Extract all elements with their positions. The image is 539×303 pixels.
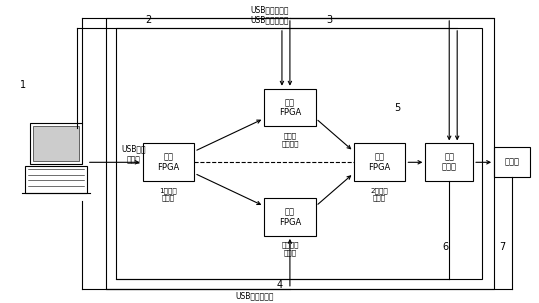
Text: 6: 6: [442, 242, 448, 252]
Text: 数模: 数模: [444, 153, 454, 162]
Text: FPGA: FPGA: [368, 163, 391, 172]
Bar: [142, 143, 195, 181]
Bar: [106, 18, 494, 289]
Bar: [354, 143, 405, 181]
Text: 第三: 第三: [285, 208, 295, 217]
Text: USB控制
下载线: USB控制 下载线: [121, 145, 146, 164]
Text: USB控制下载线: USB控制下载线: [251, 15, 289, 24]
Text: USB控制下载线: USB控制下载线: [251, 5, 289, 14]
Text: 转换器: 转换器: [442, 163, 457, 172]
Text: 示波器: 示波器: [505, 158, 520, 167]
Bar: [264, 198, 316, 236]
Text: 3: 3: [327, 15, 333, 25]
Text: 兴奋性
突触电流: 兴奋性 突触电流: [281, 132, 299, 147]
Text: 第二: 第二: [285, 98, 295, 107]
Bar: [25, 166, 87, 193]
Text: 第一: 第一: [163, 153, 174, 162]
Text: 5: 5: [395, 102, 400, 112]
Text: 1号电子
神经元: 1号电子 神经元: [160, 187, 177, 201]
Text: 4: 4: [277, 280, 283, 290]
Bar: [30, 123, 82, 164]
Text: 1: 1: [20, 80, 26, 90]
Bar: [33, 126, 79, 161]
Text: FPGA: FPGA: [279, 108, 301, 117]
Text: 7: 7: [499, 242, 505, 252]
Text: 2号电子
神经元: 2号电子 神经元: [371, 187, 389, 201]
Text: FPGA: FPGA: [157, 163, 179, 172]
Bar: [425, 143, 473, 181]
Bar: [264, 88, 316, 126]
Text: 抑制性突
触电流: 抑制性突 触电流: [281, 242, 299, 256]
Text: 2: 2: [146, 15, 151, 25]
Bar: [116, 28, 482, 279]
Text: FPGA: FPGA: [279, 218, 301, 227]
Bar: [494, 147, 530, 177]
Text: USB控制下载线: USB控制下载线: [236, 292, 274, 301]
Text: 第四: 第四: [375, 153, 384, 162]
